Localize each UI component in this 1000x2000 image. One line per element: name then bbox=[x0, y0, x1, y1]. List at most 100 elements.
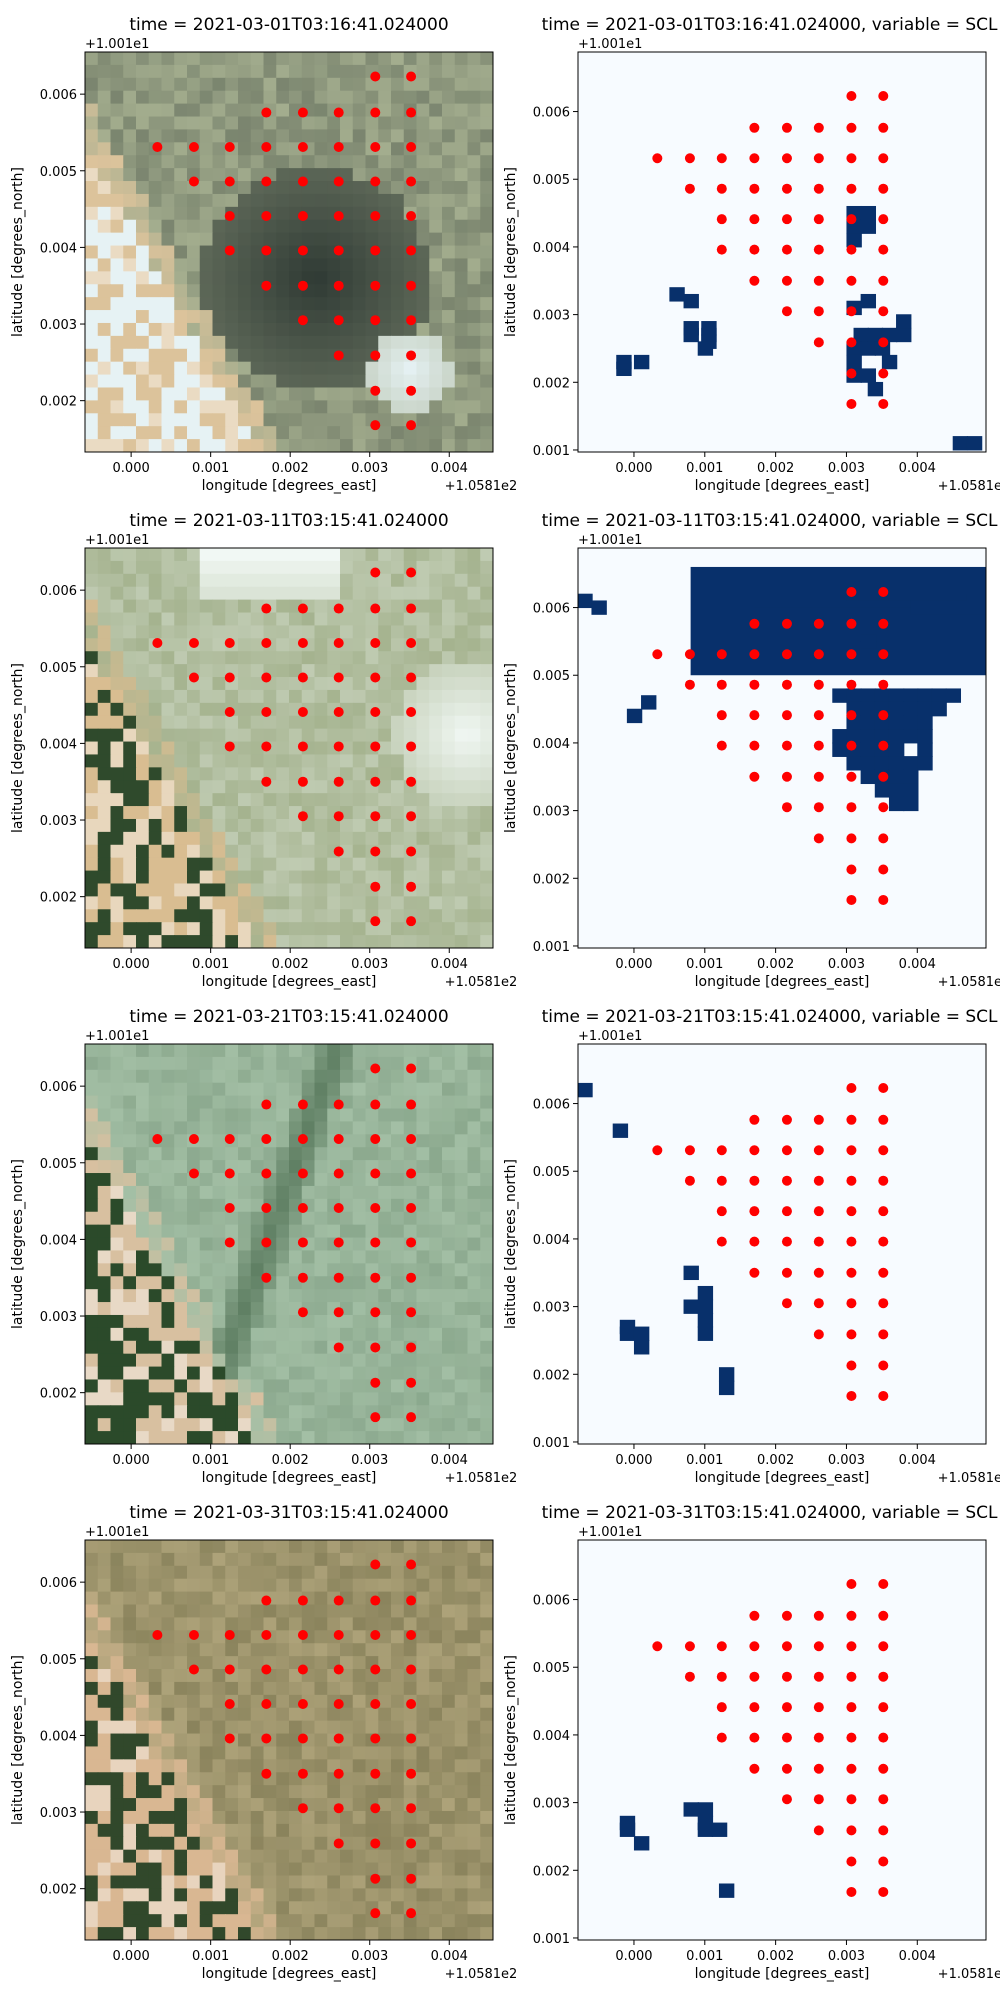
mask-cell bbox=[917, 701, 933, 717]
data-point bbox=[813, 802, 824, 813]
data-point bbox=[406, 741, 417, 752]
x-tick-label: 0.004 bbox=[899, 957, 936, 972]
mask-layer bbox=[578, 566, 986, 812]
x-tick-label: 0.003 bbox=[351, 461, 388, 476]
data-point bbox=[878, 710, 889, 721]
y-tick-label: 0.005 bbox=[40, 1653, 77, 1668]
data-point bbox=[813, 244, 824, 255]
mask-cell bbox=[888, 756, 905, 771]
data-point bbox=[781, 244, 792, 255]
y-tick-label: 0.002 bbox=[533, 872, 570, 887]
mask-cell bbox=[952, 436, 969, 451]
x-tick-label: 0.000 bbox=[615, 461, 652, 476]
data-point bbox=[781, 214, 792, 225]
data-point bbox=[333, 1733, 344, 1744]
y-tick-label: 0.003 bbox=[40, 1310, 77, 1325]
y-tick-label: 0.001 bbox=[533, 1436, 570, 1451]
data-point bbox=[781, 1267, 792, 1278]
data-point bbox=[224, 142, 235, 153]
data-point bbox=[813, 1641, 824, 1652]
y-axis-label: latitude [degrees_north] bbox=[503, 1159, 519, 1329]
data-point bbox=[846, 1360, 857, 1371]
x-tick-label: 0.001 bbox=[686, 1453, 723, 1468]
mask-cell bbox=[860, 701, 877, 717]
mask-cell bbox=[616, 354, 632, 370]
mask-cell bbox=[697, 341, 714, 356]
data-point bbox=[749, 1145, 760, 1156]
data-point bbox=[878, 1610, 889, 1621]
mask-cell bbox=[683, 321, 699, 336]
data-point bbox=[878, 368, 889, 379]
data-point bbox=[370, 776, 381, 787]
data-point bbox=[878, 864, 889, 875]
data-point bbox=[406, 916, 417, 927]
data-point bbox=[406, 1838, 417, 1849]
data-point bbox=[370, 846, 381, 857]
data-point bbox=[878, 1825, 889, 1836]
data-point bbox=[846, 122, 857, 133]
data-point bbox=[813, 740, 824, 751]
data-point bbox=[749, 1641, 760, 1652]
mask-cell bbox=[874, 729, 891, 744]
sample-points bbox=[652, 1578, 889, 1897]
data-point bbox=[297, 315, 308, 326]
data-point bbox=[846, 398, 857, 409]
panel-7: 0.000 0.001 0.002 0.003 0.004 0.002 0.003 0.004… bbox=[10, 1503, 517, 1982]
data-point bbox=[370, 1733, 381, 1744]
data-point bbox=[846, 1794, 857, 1805]
x-axis-label: longitude [degrees_east] bbox=[695, 1966, 870, 1982]
mask-cell bbox=[711, 1822, 728, 1837]
data-point bbox=[716, 740, 727, 751]
mask-cell bbox=[853, 327, 869, 343]
data-point bbox=[261, 776, 272, 787]
data-point bbox=[297, 1168, 308, 1179]
data-point bbox=[224, 1202, 235, 1213]
data-point bbox=[813, 679, 824, 690]
x-axis-label: longitude [degrees_east] bbox=[202, 1966, 377, 1982]
data-point bbox=[716, 710, 727, 721]
data-point bbox=[406, 107, 417, 118]
x-tick-label: 0.003 bbox=[828, 461, 865, 476]
data-point bbox=[406, 1559, 417, 1570]
data-point bbox=[749, 710, 760, 721]
panel-3: 0.000 0.001 0.002 0.003 0.004 0.002 0.003 0.004… bbox=[10, 511, 517, 990]
data-point bbox=[406, 567, 417, 578]
x-tick-label: 0.004 bbox=[431, 957, 468, 972]
data-point bbox=[406, 603, 417, 614]
data-point bbox=[813, 1329, 824, 1340]
data-point bbox=[406, 1377, 417, 1388]
data-point bbox=[878, 153, 889, 164]
data-point bbox=[406, 1412, 417, 1423]
y-offset-label: +1.001e1 bbox=[85, 37, 149, 52]
data-point bbox=[261, 1664, 272, 1675]
axes-frame bbox=[577, 51, 987, 453]
data-point bbox=[224, 245, 235, 256]
data-point bbox=[370, 1595, 381, 1606]
data-point bbox=[370, 1307, 381, 1318]
plot-area bbox=[85, 548, 493, 948]
mask-cell bbox=[578, 1082, 593, 1098]
data-point bbox=[813, 649, 824, 660]
x-tick-label: 0.001 bbox=[686, 1949, 723, 1964]
y-tick-label: 0.005 bbox=[40, 1157, 77, 1172]
data-point bbox=[261, 1768, 272, 1779]
y-tick-label: 0.006 bbox=[40, 1576, 77, 1591]
data-point bbox=[224, 1698, 235, 1709]
data-point bbox=[297, 1630, 308, 1641]
data-point bbox=[370, 1803, 381, 1814]
data-point bbox=[781, 1236, 792, 1247]
sample-points bbox=[652, 586, 889, 905]
data-point bbox=[813, 1671, 824, 1682]
data-point bbox=[878, 1763, 889, 1774]
data-point bbox=[370, 811, 381, 822]
data-point bbox=[370, 706, 381, 717]
data-point bbox=[261, 210, 272, 221]
data-point bbox=[846, 740, 857, 751]
satellite-image bbox=[85, 1044, 493, 1444]
data-point bbox=[370, 916, 381, 927]
data-point bbox=[846, 244, 857, 255]
data-point bbox=[716, 1236, 727, 1247]
data-point bbox=[846, 1641, 857, 1652]
data-point bbox=[813, 1267, 824, 1278]
data-point bbox=[878, 771, 889, 782]
